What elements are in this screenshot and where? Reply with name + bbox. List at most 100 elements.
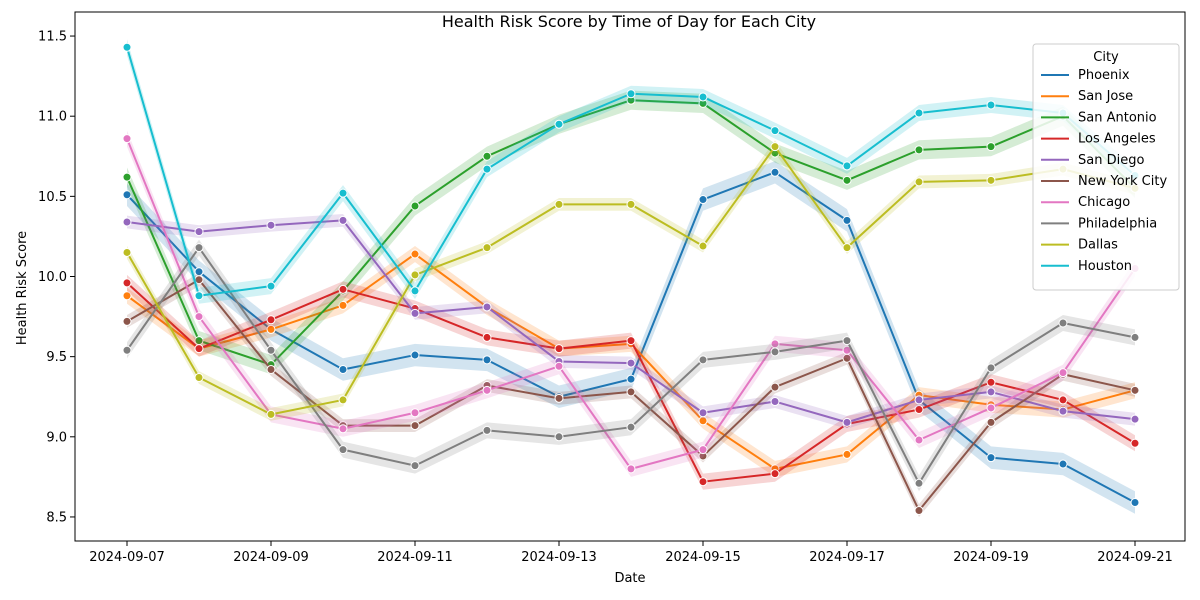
y-tick-label: 11.5	[38, 30, 67, 45]
series-chicago	[122, 130, 1140, 477]
legend-label: San Jose	[1078, 89, 1133, 104]
plot-area	[122, 39, 1140, 517]
data-point	[842, 449, 852, 459]
data-point	[410, 201, 420, 211]
data-point	[770, 382, 780, 392]
data-point	[410, 249, 420, 259]
data-point	[194, 291, 204, 301]
data-point	[842, 175, 852, 185]
data-point	[986, 403, 996, 413]
series-houston	[122, 39, 1140, 304]
data-point	[122, 345, 132, 355]
legend-label: San Antonio	[1078, 110, 1157, 125]
data-point	[914, 435, 924, 445]
data-point	[626, 358, 636, 368]
data-point	[194, 372, 204, 382]
x-tick-label: 2024-09-09	[233, 550, 309, 565]
data-point	[986, 175, 996, 185]
data-point	[914, 177, 924, 187]
data-point	[698, 92, 708, 102]
data-point	[338, 215, 348, 225]
legend-label: Phoenix	[1078, 68, 1130, 83]
data-point	[266, 364, 276, 374]
y-axis: 8.5 9.0 9.5 10.0 10.5 11.0 11.5	[38, 30, 75, 525]
legend-title: City	[1093, 50, 1119, 65]
data-point	[122, 278, 132, 288]
data-point	[986, 100, 996, 110]
data-point	[554, 344, 564, 354]
data-point	[554, 393, 564, 403]
data-point	[410, 408, 420, 418]
data-point	[770, 397, 780, 407]
y-tick-label: 9.0	[46, 430, 67, 445]
y-tick-label: 11.0	[38, 110, 67, 125]
data-point	[410, 421, 420, 431]
data-point	[338, 364, 348, 374]
data-point	[1130, 414, 1140, 424]
data-point	[338, 395, 348, 405]
y-tick-label: 8.5	[46, 510, 67, 525]
legend-label: New York City	[1078, 174, 1167, 189]
data-point	[266, 281, 276, 291]
series-layer	[122, 39, 1140, 517]
data-point	[842, 161, 852, 171]
data-point	[626, 422, 636, 432]
data-point	[338, 188, 348, 198]
data-point	[626, 199, 636, 209]
data-point	[410, 286, 420, 296]
data-point	[410, 461, 420, 471]
data-point	[1130, 385, 1140, 395]
x-axis: 2024-09-07 2024-09-09 2024-09-11 2024-09-13…	[89, 541, 1173, 565]
data-point	[986, 363, 996, 373]
data-point	[1058, 318, 1068, 328]
data-point	[482, 355, 492, 365]
data-point	[482, 302, 492, 312]
data-point	[194, 344, 204, 354]
data-point	[698, 445, 708, 455]
data-point	[554, 432, 564, 442]
legend-label: Dallas	[1078, 238, 1118, 253]
data-point	[698, 355, 708, 365]
data-point	[1130, 438, 1140, 448]
data-point	[122, 172, 132, 182]
data-point	[626, 387, 636, 397]
data-point	[266, 324, 276, 334]
x-axis-title: Date	[614, 571, 645, 586]
data-point	[122, 217, 132, 227]
y-tick-label: 10.0	[38, 270, 67, 285]
data-point	[266, 315, 276, 325]
data-point	[842, 243, 852, 253]
y-tick-label: 10.5	[38, 190, 67, 205]
confidence-band	[127, 130, 1135, 477]
data-point	[266, 345, 276, 355]
data-point	[626, 89, 636, 99]
legend-box	[1032, 43, 1180, 291]
data-point	[770, 347, 780, 357]
data-point	[698, 477, 708, 487]
data-point	[410, 270, 420, 280]
data-point	[770, 126, 780, 136]
x-tick-label: 2024-09-19	[953, 550, 1029, 565]
data-point	[770, 142, 780, 152]
data-point	[842, 417, 852, 427]
data-point	[1058, 368, 1068, 378]
data-point	[986, 387, 996, 397]
data-point	[698, 241, 708, 251]
data-point	[842, 336, 852, 346]
data-point	[986, 142, 996, 152]
x-tick-label: 2024-09-11	[377, 550, 453, 565]
data-point	[914, 405, 924, 415]
data-point	[914, 108, 924, 118]
data-point	[626, 336, 636, 346]
data-point	[482, 164, 492, 174]
data-point	[338, 424, 348, 434]
data-point	[698, 195, 708, 205]
data-point	[626, 374, 636, 384]
data-point	[1130, 498, 1140, 508]
data-point	[338, 445, 348, 455]
data-point	[770, 469, 780, 479]
x-tick-label: 2024-09-21	[1097, 550, 1173, 565]
data-point	[1058, 406, 1068, 416]
data-point	[986, 377, 996, 387]
